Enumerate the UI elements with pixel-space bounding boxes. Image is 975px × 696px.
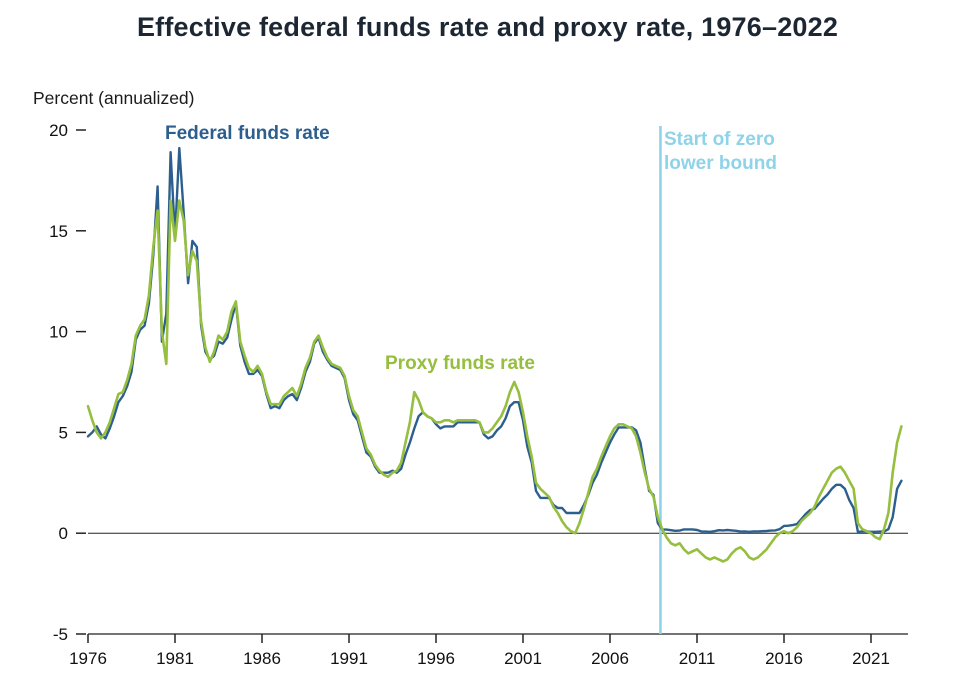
y-tick-label: 5 [59,423,68,442]
chart-title: Effective federal funds rate and proxy r… [136,12,839,42]
x-tick-label: 1996 [417,649,455,668]
federal-funds-line [86,146,903,534]
x-tick-label: 1981 [156,649,194,668]
x-tick-label: 2001 [504,649,542,668]
federal-funds-label: Federal funds rate [165,123,330,144]
x-tick-label: 1976 [69,649,107,668]
x-tick-label: 2016 [765,649,803,668]
y-tick-label: 0 [59,524,68,543]
x-tick-label: 2011 [679,649,716,668]
zero-lower-bound-label: Start of zero lower bound [664,129,777,174]
y-axis-title: Percent (annualized) [33,88,195,108]
x-tick-label: 1986 [243,649,281,668]
proxy-funds-label: Proxy funds rate [385,353,535,374]
y-tick-label: 15 [49,222,68,241]
x-tick-label: 2006 [591,649,629,668]
y-tick-label: 20 [49,121,68,140]
y-tick-label: -5 [53,625,68,644]
proxy-funds-line [86,199,903,563]
x-tick-label: 1991 [330,649,368,668]
y-tick-label: 10 [49,323,68,342]
x-tick-label: 2021 [852,649,890,668]
